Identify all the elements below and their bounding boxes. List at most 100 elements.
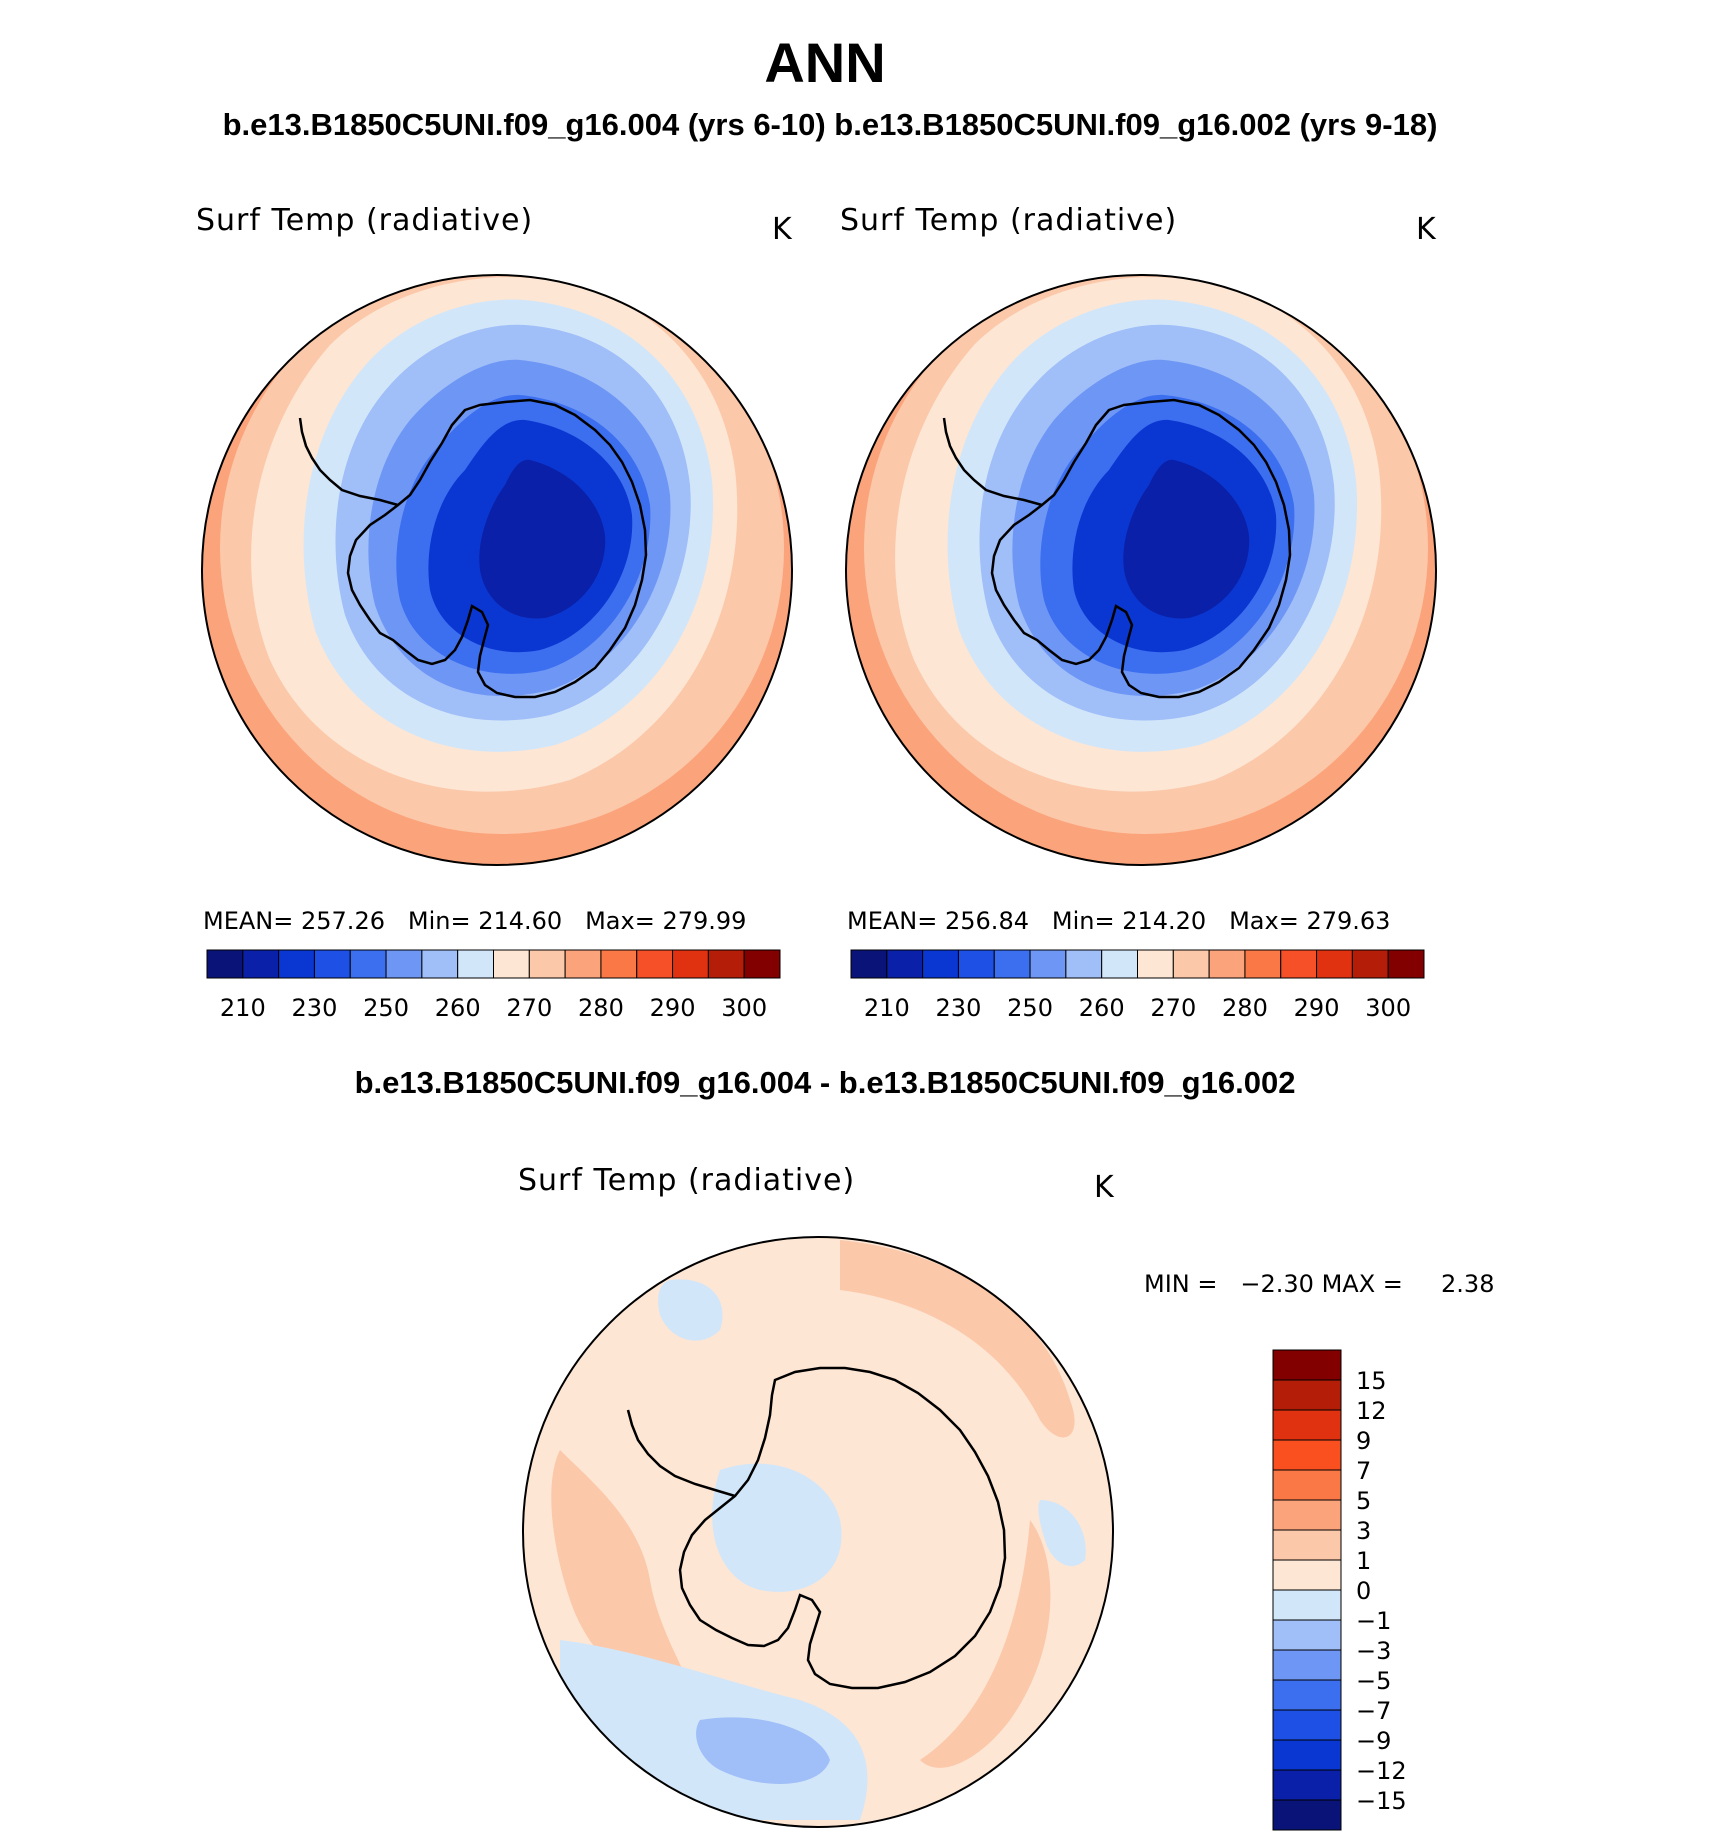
- colorbar-tick-label: 260: [1079, 994, 1125, 1022]
- colorbar-swatch: [886, 949, 924, 979]
- map-boundary: [845, 274, 1437, 866]
- colorbar-tick-label: 290: [650, 994, 696, 1022]
- colorbar-panel-2: 210 230 250 260 270 280 290 300: [850, 949, 1425, 1022]
- colorbar-swatch: [564, 949, 602, 979]
- colorbar-swatch: [1272, 1619, 1342, 1651]
- panel3-min-value: −2.30: [1240, 1270, 1314, 1298]
- colorbar-swatch: [1272, 1409, 1342, 1441]
- diff-band-neg-south-deep: [696, 1717, 830, 1784]
- panel2-variable-label: Surf Temp (radiative): [840, 203, 1178, 238]
- colorbar-swatch: [1351, 949, 1389, 979]
- map-panel-2: [845, 274, 1437, 866]
- colorbar-panel-1: 210 230 250 260 270 280 290 300: [206, 949, 781, 1022]
- panel3-min-label: MIN =: [1144, 1270, 1218, 1298]
- antarctic-peninsula-coast: [626, 1409, 736, 1498]
- panel2-mean-label: MEAN=: [847, 907, 938, 935]
- colorbar-tick-label: 3: [1356, 1517, 1371, 1545]
- colorbar-swatch: [1208, 949, 1246, 979]
- colorbar-tick-label: −3: [1356, 1637, 1391, 1665]
- panel1-min-value: 214.60: [478, 907, 563, 935]
- antarctic-peninsula-coast: [298, 417, 399, 507]
- panel2-min-value: 214.20: [1122, 907, 1207, 935]
- colorbar-swatch: [1272, 1679, 1342, 1711]
- colorbar-tick-label: 5: [1356, 1487, 1371, 1515]
- colorbar-swatch: [1272, 1709, 1342, 1741]
- map-panel-3: [522, 1236, 1114, 1828]
- panel1-max-label: Max=: [585, 907, 655, 935]
- colorbar-swatch: [457, 949, 494, 979]
- colorbar-swatch: [1065, 949, 1103, 979]
- panel3-stats: MIN = −2.30 MAX = 2.38: [1144, 1270, 1494, 1298]
- colorbar-tick-label: 230: [936, 994, 982, 1022]
- colorbar-tick-label: −7: [1356, 1697, 1391, 1725]
- diff-band-neg-north: [658, 1279, 723, 1341]
- temp-band-220: [1123, 459, 1250, 619]
- diff-band-1-3-southeast: [920, 1520, 1051, 1768]
- panel1-units-label: K: [772, 212, 793, 247]
- panel2-units-label: K: [1416, 212, 1437, 247]
- colorbar-tick-label: 260: [435, 994, 481, 1022]
- colorbar-swatch: [1101, 949, 1138, 979]
- colorbar-tick-label: 230: [292, 994, 338, 1022]
- colorbar-tick-label: 15: [1356, 1367, 1387, 1395]
- colorbar-swatch: [1387, 949, 1425, 979]
- colorbar-tick-label: 250: [1007, 994, 1053, 1022]
- colorbar-tick-label: 9: [1356, 1427, 1371, 1455]
- colorbar-swatch: [421, 949, 459, 979]
- colorbar-tick-label: 0: [1356, 1577, 1371, 1605]
- colorbar-tick-label: 7: [1356, 1457, 1371, 1485]
- colorbar-swatch: [957, 949, 995, 979]
- colorbar-swatch: [349, 949, 387, 979]
- antarctic-peninsula-coast: [942, 417, 1043, 507]
- colorbar-tick-label: −5: [1356, 1667, 1391, 1695]
- colorbar-tick-label: 12: [1356, 1397, 1387, 1425]
- panel2-max-label: Max=: [1229, 907, 1299, 935]
- colorbar-tick-label: 270: [1150, 994, 1196, 1022]
- colorbar-swatch: [600, 949, 638, 979]
- colorbar-swatch: [922, 949, 959, 979]
- colorbar-tick-label: 210: [864, 994, 910, 1022]
- panel1-min-label: Min=: [407, 907, 471, 935]
- map-panel-1: [201, 274, 793, 866]
- colorbar-swatch: [1244, 949, 1282, 979]
- colorbar-swatch: [636, 949, 674, 979]
- panel1-mean-label: MEAN=: [203, 907, 294, 935]
- colorbar-swatch: [1272, 1469, 1342, 1501]
- map-boundary: [201, 274, 793, 866]
- colorbar-swatch: [1272, 1649, 1342, 1681]
- map-boundary: [522, 1236, 1114, 1828]
- colorbar-swatch: [1272, 1439, 1342, 1471]
- colorbar-swatch: [1272, 1769, 1342, 1801]
- colorbar-swatch: [1272, 1799, 1342, 1831]
- colorbar-tick-label: 300: [1365, 994, 1411, 1022]
- colorbar-swatch: [707, 949, 745, 979]
- colorbar-tick-label: −9: [1356, 1727, 1391, 1755]
- panel3-variable-label: Surf Temp (radiative): [518, 1163, 856, 1198]
- colorbar-swatch: [1272, 1589, 1342, 1621]
- colorbar-tick-label: 270: [506, 994, 552, 1022]
- panel3-max-value: 2.38: [1441, 1270, 1495, 1298]
- panel2-max-value: 279.63: [1306, 907, 1391, 935]
- colorbar-swatch: [1029, 949, 1067, 979]
- colorbar-swatch: [993, 949, 1031, 979]
- colorbar-tick-label: 250: [363, 994, 409, 1022]
- colorbar-swatch: [1316, 949, 1353, 979]
- panel3-units-label: K: [1094, 1170, 1115, 1205]
- panel2-min-label: Min=: [1051, 907, 1115, 935]
- antarctica-coastline: [346, 398, 648, 699]
- case-header: b.e13.B1850C5UNI.f09_g16.004 (yrs 6-10) …: [222, 107, 1438, 142]
- diff-band-neg-east: [1038, 1500, 1086, 1567]
- colorbar-swatch: [672, 949, 709, 979]
- colorbar-swatch: [493, 949, 530, 979]
- colorbar-swatch: [528, 949, 566, 979]
- colorbar-tick-label: 290: [1294, 994, 1340, 1022]
- colorbar-swatch: [1280, 949, 1318, 979]
- colorbar-swatch: [1272, 1499, 1342, 1531]
- colorbar-tick-label: 210: [220, 994, 266, 1022]
- colorbar-swatch: [206, 949, 244, 979]
- colorbar-tick-label: −1: [1356, 1607, 1391, 1635]
- colorbar-swatch: [385, 949, 423, 979]
- panel1-stats: MEAN= 257.26 Min= 214.60 Max= 279.99: [203, 907, 746, 935]
- panel1-mean-value: 257.26: [301, 907, 385, 935]
